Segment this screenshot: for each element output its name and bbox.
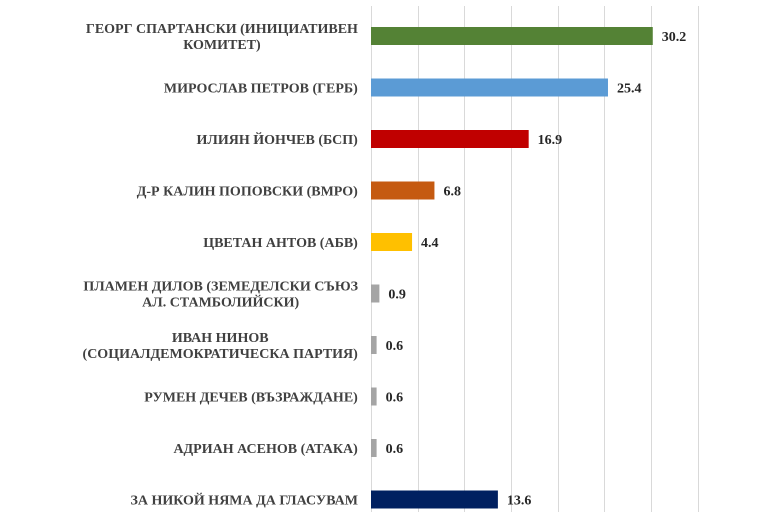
- category-labels: ГЕОРГ СПАРТАНСКИ (ИНИЦИАТИВЕН КОМИТЕТ) МИР…: [83, 22, 359, 509]
- data-label: 0.9: [388, 288, 406, 303]
- data-label: 16.9: [538, 133, 563, 148]
- category-label: МИРОСЛАВ ПЕТРОВ (ГЕРБ): [164, 82, 358, 97]
- bar: [371, 130, 529, 148]
- category-label: ЗА НИКОЙ НЯМА ДА ГЛАСУВАМ: [130, 492, 358, 509]
- data-label: 13.6: [507, 494, 532, 509]
- bar: [371, 181, 435, 200]
- category-label: Д-Р КАЛИН ПОПОВСКИ (ВМРО): [137, 185, 358, 200]
- bar: [371, 78, 608, 97]
- category-label: ГЕОРГ СПАРТАНСКИ (ИНИЦИАТИВЕН КОМИТЕТ): [86, 22, 358, 53]
- data-label: 30.2: [662, 30, 687, 45]
- data-label: 0.6: [386, 391, 404, 406]
- data-label: 0.6: [386, 442, 404, 457]
- category-label: РУМЕН ДЕЧЕВ (ВЪЗРАЖДАНЕ): [144, 391, 358, 406]
- category-label: ЦВЕТАН АНТОВ (АБВ): [203, 236, 358, 251]
- category-label: ПЛАМЕН ДИЛОВ (ЗЕМЕДЕЛСКИ СЪЮЗ АЛ. СТАМБОЛ…: [83, 280, 358, 311]
- bar: [371, 233, 413, 251]
- data-label: 4.4: [421, 236, 439, 251]
- bar: [371, 284, 380, 303]
- bar: [371, 387, 377, 406]
- bar: [371, 27, 653, 45]
- bar: [371, 490, 498, 509]
- category-label: АДРИАН АСЕНОВ (АТАКА): [173, 442, 358, 457]
- bar: [371, 336, 377, 354]
- category-label: ИЛИЯН ЙОНЧЕВ (БСП): [197, 131, 359, 148]
- value-labels: 30.2 25.4 16.9 6.8 4.4 0.9 0.6 0.6 0.6 13.6: [386, 30, 687, 509]
- data-label: 25.4: [617, 82, 642, 97]
- bars: [371, 27, 653, 509]
- data-label: 0.6: [386, 339, 404, 354]
- data-label: 6.8: [443, 185, 461, 200]
- bar: [371, 439, 377, 457]
- category-label: ИВАН НИНОВ (СОЦИАЛДЕМОКРАТИЧЕСКА ПАРТИЯ): [83, 331, 359, 362]
